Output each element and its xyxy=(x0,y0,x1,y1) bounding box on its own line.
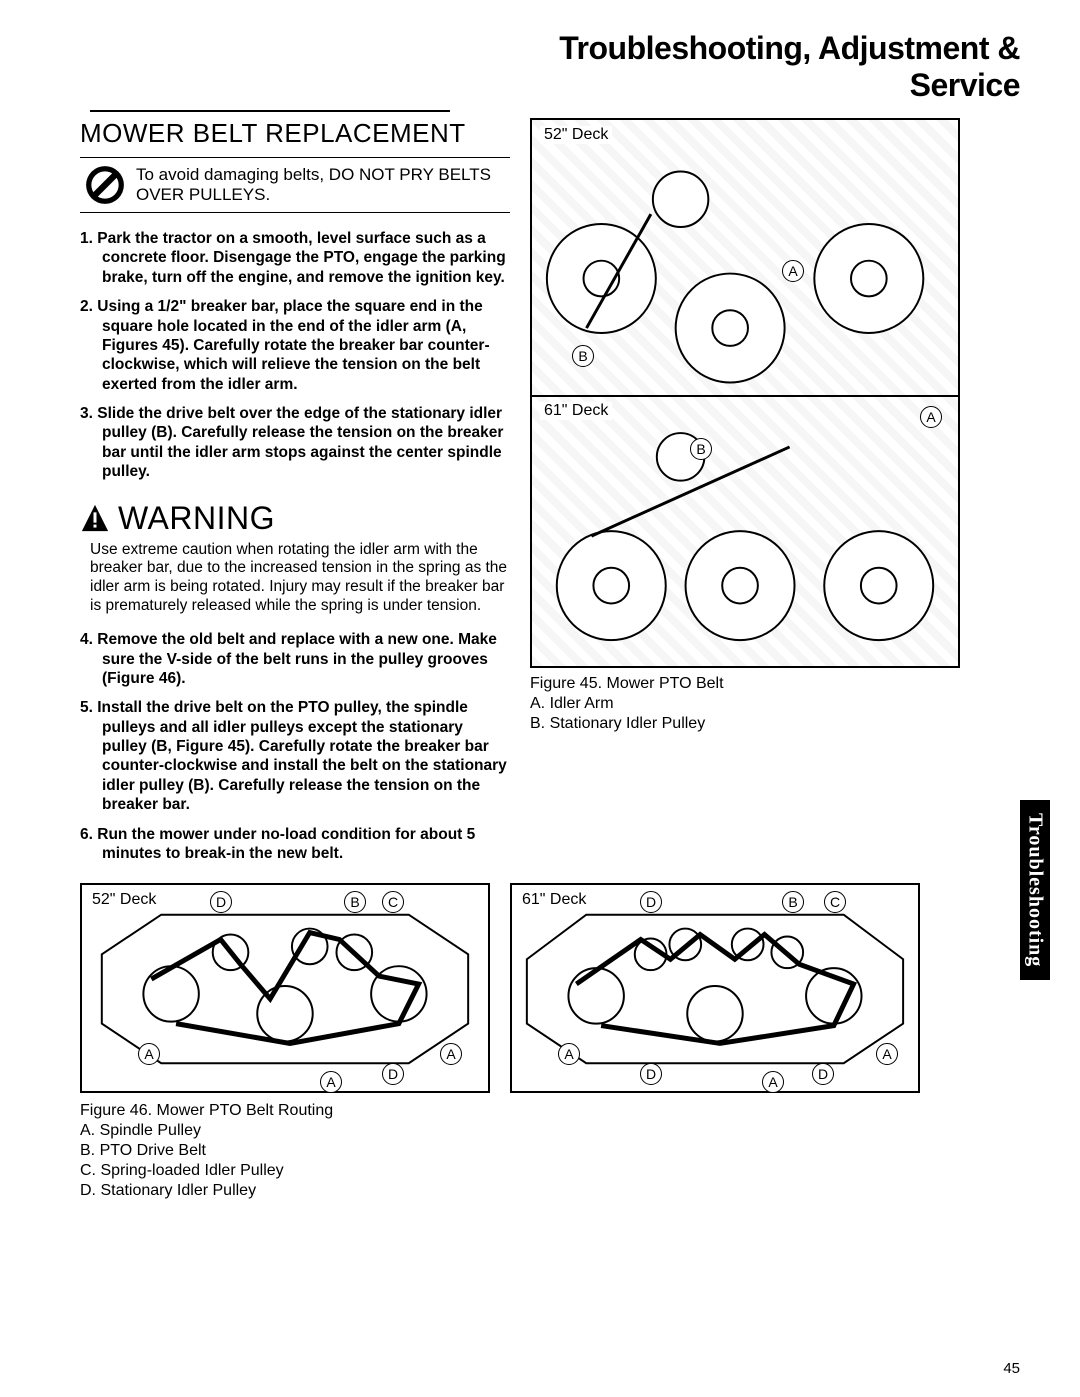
page-header-title: Troubleshooting, Adjustment & Service xyxy=(470,30,1020,104)
fig45-callout-b2: B xyxy=(690,438,712,460)
steps-list-a: Park the tractor on a smooth, level surf… xyxy=(80,229,510,482)
step-item: Remove the old belt and replace with a n… xyxy=(80,630,510,688)
section-title: MOWER BELT REPLACEMENT xyxy=(80,118,510,149)
side-tab: Troubleshooting xyxy=(1020,800,1050,980)
do-not-pry-notice: To avoid damaging belts, DO NOT PRY BELT… xyxy=(80,157,510,213)
do-not-pry-text: To avoid damaging belts, DO NOT PRY BELT… xyxy=(136,165,506,204)
warning-block: WARNING Use extreme caution when rotatin… xyxy=(80,500,510,617)
step-item: Park the tractor on a smooth, level surf… xyxy=(80,229,510,287)
warning-body: Use extreme caution when rotating the id… xyxy=(80,541,510,617)
step-item: Run the mower under no-load condition fo… xyxy=(80,825,510,864)
figure-46-deck-52: 52" Deck DBCAADA xyxy=(80,883,490,1093)
warning-title: WARNING xyxy=(118,500,275,537)
figure-45: 52" Deck 61" Deck xyxy=(530,118,960,668)
step-item: Install the drive belt on the PTO pulley… xyxy=(80,698,510,814)
warning-icon xyxy=(80,503,110,533)
prohibit-icon xyxy=(84,164,126,206)
step-item: Using a 1/2" breaker bar, place the squa… xyxy=(80,297,510,394)
figure-46-deck-61: 61" Deck DBCAADDA xyxy=(510,883,920,1093)
fig45-caption: Figure 45. Mower PTO Belt A. Idler Arm B… xyxy=(530,674,960,734)
page-number: 45 xyxy=(1003,1360,1020,1377)
fig45-callout-a2: A xyxy=(920,406,942,428)
fig45-callout-a1: A xyxy=(782,260,804,282)
fig45-schematic xyxy=(532,120,958,665)
fig45-callout-b1: B xyxy=(572,345,594,367)
step-item: Slide the drive belt over the edge of th… xyxy=(80,404,510,482)
steps-list-b: Remove the old belt and replace with a n… xyxy=(80,630,510,863)
fig46-caption: Figure 46. Mower PTO Belt Routing A. Spi… xyxy=(80,1101,1020,1201)
